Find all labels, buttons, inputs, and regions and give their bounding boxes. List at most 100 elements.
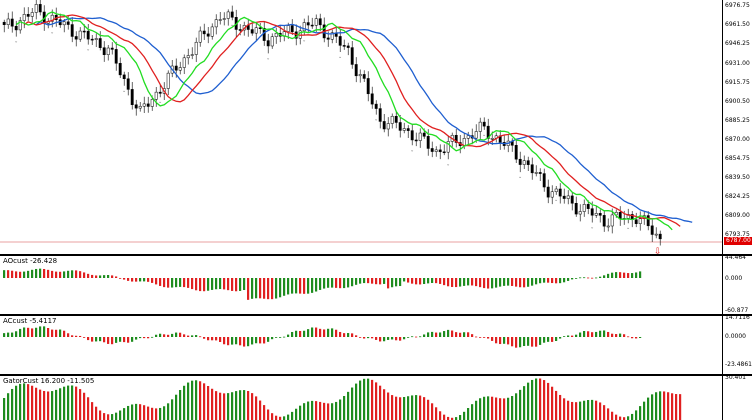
gator-bar (651, 394, 654, 420)
gator-bar (327, 403, 330, 420)
candle-body (478, 121, 482, 132)
gator-bar (527, 382, 530, 420)
ac-bar (555, 337, 558, 342)
gator-bar (347, 391, 350, 420)
gator-bar (323, 402, 326, 420)
ao-bar (127, 278, 130, 281)
gator-bar (79, 389, 82, 420)
candle-body (562, 195, 566, 199)
ac-bar (331, 328, 334, 337)
ac-bar (227, 337, 230, 346)
ac-bar (335, 329, 338, 337)
ao-bar (183, 278, 186, 288)
ao-bar (619, 272, 622, 278)
candle-body (230, 11, 234, 18)
gator-bar (611, 411, 614, 420)
candle-body (574, 203, 578, 215)
ao-bar (51, 270, 54, 278)
candle-body (110, 47, 114, 50)
ac-bar (575, 334, 578, 337)
ao-bar (379, 278, 382, 285)
axis-tick-label: 6809.00 (725, 212, 750, 219)
ac-bar (7, 332, 10, 337)
ao-bar (323, 278, 326, 289)
price-chart-pane[interactable]: ⌄ ⌄ ⌄ ⌄ ⌄ ⌄ ⌄ ⌄ ⌄ ⌄ ⌄ ⌄ ⌄ ⌄ ⌄ ⌄ ⌄ ⌄ ⇩ 6976.75 6961.50 6946.2… (0, 0, 752, 254)
ac-bar (251, 337, 254, 345)
ao-indicator-pane[interactable]: AOcust -26.428 44.464 0.000 -60.877 (0, 254, 752, 314)
ac-bar (267, 337, 270, 342)
candlestick-chart[interactable]: ⌄⌄⌄⌄⌄⌄⌄⌄⌄⌄⌄⌄⌄⌄⌄⌄⌄ ⌄⇩ (0, 0, 722, 254)
gator-bar (31, 385, 34, 420)
gator-bar (351, 387, 354, 420)
ao-bar (439, 278, 442, 284)
candle-body (98, 38, 102, 48)
gator-indicator-pane[interactable]: GatorCust 16.200 -11.505 30.401 (0, 374, 752, 420)
ac-bar (207, 337, 210, 341)
ac-bar (443, 331, 446, 337)
ao-bar (147, 278, 150, 282)
ao-bar (631, 273, 634, 278)
candle-body (342, 45, 346, 47)
pane-separator[interactable] (0, 314, 752, 316)
ac-indicator-pane[interactable]: ACcust -5.4117 14.7116 0.0000 -23.4861 (0, 314, 752, 374)
ao-bar (555, 278, 558, 284)
ac-bar (387, 337, 390, 340)
ac-bar (631, 337, 634, 339)
axis-tick-label: 6854.75 (725, 155, 750, 162)
ac-bar (195, 335, 198, 337)
candle-body (86, 30, 90, 40)
candle-body (602, 215, 606, 227)
ac-bar (363, 337, 366, 339)
gator-bar (443, 414, 446, 420)
candle-body (310, 24, 314, 27)
candle-body (266, 40, 270, 47)
gator-bar (531, 379, 534, 420)
gator-bar (103, 413, 106, 420)
ac-bar (243, 337, 246, 347)
candle-body (82, 30, 86, 33)
pane-separator[interactable] (0, 374, 752, 376)
ac-bar (607, 331, 610, 337)
ac-bar (527, 337, 530, 346)
candle-body (362, 74, 366, 79)
gator-bar (595, 400, 598, 420)
gator-bar (11, 388, 14, 420)
ac-bar (423, 334, 426, 337)
candle-body (10, 18, 14, 27)
candle-body (402, 128, 406, 131)
gator-bar (95, 406, 98, 420)
gator-bar (239, 390, 242, 420)
gator-bar (91, 402, 94, 420)
ao-bar (211, 278, 214, 290)
candle-body (534, 172, 538, 174)
candle-body (118, 63, 122, 76)
gator-bar (267, 409, 270, 420)
ao-bar (559, 278, 562, 284)
gator-bar (607, 408, 610, 420)
candle-body (530, 164, 534, 174)
ac-bar (127, 337, 130, 343)
gator-bar (99, 410, 102, 420)
gator-bar (679, 394, 682, 420)
ac-bar (563, 336, 566, 337)
ao-bar (111, 275, 114, 278)
ao-label: AOcust -26.428 (3, 257, 58, 265)
gator-bar (623, 417, 626, 420)
gator-bar (495, 397, 498, 420)
ao-bar (307, 278, 310, 294)
ac-bar (295, 330, 298, 337)
ao-bar (119, 277, 122, 279)
gator-bar (171, 399, 174, 420)
ao-bar (43, 268, 46, 278)
ao-bar (611, 272, 614, 278)
candle-body (286, 25, 290, 32)
ao-bar (503, 278, 506, 286)
pane-separator[interactable] (0, 254, 752, 256)
gator-bar (259, 400, 262, 420)
ac-bar (187, 335, 190, 337)
fractal-marker: ⌄ (302, 37, 306, 43)
gator-bar (255, 396, 258, 420)
gator-bar (211, 388, 214, 420)
ac-bar (271, 337, 274, 340)
ao-bar (399, 278, 402, 287)
